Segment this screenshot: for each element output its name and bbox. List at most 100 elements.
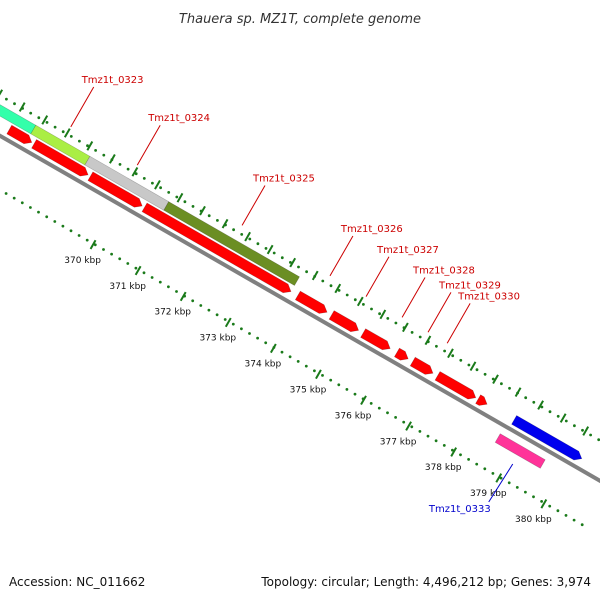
- inner-tick-dot: [353, 392, 357, 396]
- inner-tick-dot: [313, 369, 316, 373]
- outer-major-tick: [266, 244, 274, 255]
- inner-tick-dot: [4, 192, 8, 195]
- cds-arrow: [6, 124, 33, 145]
- outer-tick-dot: [410, 331, 414, 334]
- outer-tick-track: [0, 89, 600, 442]
- outer-tick-dot: [240, 233, 244, 236]
- outer-tick-dot: [459, 358, 463, 362]
- inner-tick-dot: [304, 364, 308, 368]
- outer-tick-dot: [378, 312, 381, 316]
- inner-tick-dot: [507, 481, 511, 485]
- inner-major-tick: [315, 369, 322, 380]
- gene-label: Tmz1t_0329: [438, 280, 501, 291]
- outer-tick-dot: [183, 200, 187, 204]
- inner-tick-dot: [540, 500, 543, 503]
- gene-leader-line: [241, 185, 266, 226]
- inner-tick-dot: [191, 299, 195, 303]
- inner-major-tick: [224, 317, 232, 328]
- inner-major-tick: [179, 291, 187, 302]
- inner-tick-dot: [410, 425, 414, 429]
- inner-tick-dot: [61, 224, 65, 228]
- outer-major-tick: [424, 335, 432, 346]
- inner-major-tick: [540, 499, 548, 509]
- outer-major-tick: [176, 192, 184, 203]
- outer-tick-dot: [207, 214, 211, 218]
- outer-major-tick: [109, 154, 116, 164]
- inner-tick-dot: [175, 290, 178, 293]
- inner-tick-dot: [532, 495, 535, 499]
- tick-label: 377 kbp: [380, 437, 417, 447]
- inner-tick-dot: [296, 360, 300, 363]
- outer-tick-dot: [394, 321, 398, 325]
- outer-tick-dot: [37, 116, 41, 120]
- inner-tick-dot: [77, 234, 81, 237]
- inner-tick-dot: [337, 383, 341, 387]
- inner-tick-dot: [434, 439, 438, 443]
- inner-tick-dot: [280, 350, 284, 354]
- tick-labels: 370 kbp 371 kbp 372 kbp 373 kbp 374 kbp 375 k…: [64, 256, 552, 525]
- inner-tick-dot: [564, 514, 568, 517]
- outer-major-tick: [63, 128, 71, 138]
- gene-leader-line: [427, 292, 452, 333]
- outer-tick-dot: [102, 153, 106, 157]
- tick-label: 373 kbp: [199, 334, 236, 344]
- outer-tick-dot: [191, 205, 195, 208]
- outer-tick-dot: [151, 181, 154, 185]
- inner-tick-dot: [394, 416, 397, 419]
- inner-tick-dot: [556, 509, 560, 513]
- inner-tick-dot: [442, 444, 446, 447]
- outer-tick-dot: [491, 377, 495, 381]
- inner-tick-dot: [102, 248, 105, 251]
- inner-tick-dot: [499, 476, 503, 480]
- outer-tick-dot: [508, 386, 511, 390]
- outer-tick-dot: [581, 428, 584, 432]
- outer-tick-dot: [272, 251, 276, 255]
- genome-summary-text: Topology: circular; Length: 4,496,212 bp…: [260, 575, 591, 589]
- outer-tick-dot: [175, 195, 179, 199]
- gene-label: Tmz1t_0326: [340, 224, 403, 235]
- outer-tick-dot: [232, 228, 236, 232]
- gene-label: Tmz1t_0328: [412, 266, 475, 277]
- outer-major-tick: [154, 179, 161, 190]
- outer-tick-dot: [264, 247, 268, 250]
- outer-tick-dot: [142, 177, 146, 180]
- inner-tick-dot: [451, 448, 454, 452]
- outer-major-tick: [199, 205, 206, 216]
- outer-tick-dot: [564, 419, 568, 423]
- outer-tick-dot: [248, 237, 252, 241]
- outer-tick-dot: [345, 293, 349, 297]
- tick-label: 379 kbp: [470, 489, 507, 499]
- gene-leader-line: [446, 303, 471, 344]
- inner-tick-dot: [167, 285, 170, 289]
- tick-label: 374 kbp: [245, 360, 282, 370]
- gene-block-Tmz1t_0325: [163, 201, 300, 286]
- inner-major-tick: [89, 239, 97, 250]
- cds-track: [6, 124, 488, 406]
- outer-tick-dot: [321, 279, 325, 283]
- inner-tick-dot: [418, 430, 422, 433]
- inner-tick-dot: [85, 238, 89, 242]
- inner-tick-dot: [264, 341, 268, 345]
- outer-tick-dot: [159, 186, 163, 190]
- outer-tick-dot: [435, 344, 438, 348]
- inner-tick-dot: [134, 266, 138, 270]
- outer-tick-dot: [540, 405, 544, 409]
- inner-tick-dot: [288, 355, 292, 359]
- inner-tick-dot: [37, 210, 40, 214]
- outer-major-tick: [402, 322, 409, 333]
- gene-leader-line: [365, 256, 390, 297]
- gene-leader-line: [329, 235, 354, 277]
- outer-major-tick: [41, 115, 49, 125]
- backbone-track: [0, 133, 600, 484]
- gene-label: Tmz1t_0333: [428, 504, 491, 515]
- inner-tick-track: [4, 192, 584, 527]
- tick-label: 376 kbp: [335, 411, 372, 421]
- outer-major-tick: [582, 426, 590, 436]
- cds-arrow: [360, 328, 391, 351]
- outer-tick-dot: [370, 307, 373, 311]
- inner-tick-dot: [45, 215, 49, 219]
- cds-arrow: [328, 310, 360, 333]
- tick-label: 372 kbp: [154, 308, 191, 318]
- inner-tick-dot: [524, 490, 527, 494]
